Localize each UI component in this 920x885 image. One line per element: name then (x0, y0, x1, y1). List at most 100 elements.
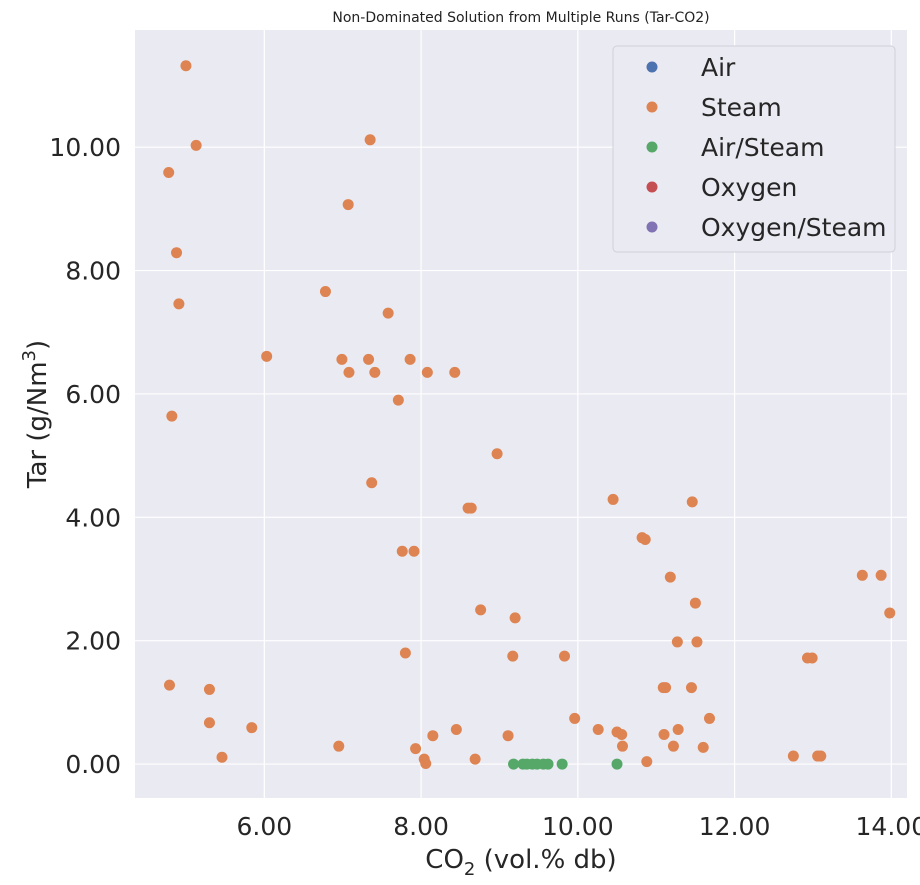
data-point-air-steam (556, 758, 568, 770)
data-point-steam (364, 134, 376, 146)
y-tick-label: 10.00 (49, 133, 121, 162)
data-point-steam (607, 493, 619, 505)
x-tick-label: 10.00 (542, 812, 614, 841)
data-point-steam (166, 410, 178, 422)
legend-marker-oxygen (646, 181, 658, 193)
data-point-steam (641, 756, 653, 768)
data-point-steam (333, 740, 345, 752)
x-tick-label: 6.00 (236, 812, 292, 841)
data-point-steam (180, 60, 192, 72)
legend-marker-steam (646, 101, 658, 113)
data-point-steam (592, 724, 604, 736)
data-point-steam (806, 652, 818, 664)
data-point-steam (216, 751, 228, 763)
data-point-steam (171, 247, 183, 259)
legend-marker-air (646, 61, 658, 73)
data-point-steam (382, 307, 394, 319)
x-tick-label: 14.00 (856, 812, 920, 841)
data-point-steam (366, 477, 378, 489)
data-point-steam (875, 569, 887, 581)
data-point-steam (163, 679, 175, 691)
data-point-air-steam (611, 758, 623, 770)
data-point-steam (261, 350, 273, 362)
data-point-steam (404, 353, 416, 365)
data-point-steam (672, 724, 684, 736)
y-axis-label-superscript: 3 (19, 350, 40, 361)
data-point-steam (671, 636, 683, 648)
data-point-steam (507, 650, 519, 662)
data-point-steam (427, 730, 439, 742)
data-point-steam (246, 722, 258, 734)
data-point-steam (475, 604, 487, 616)
data-point-steam (420, 757, 432, 769)
data-point-steam (787, 750, 799, 762)
data-point-air-steam (542, 758, 554, 770)
data-points (163, 60, 896, 770)
y-axis-label: Tar (g/Nm3) (19, 340, 53, 489)
data-point-steam (336, 353, 348, 365)
legend-label-oxygen: Oxygen (701, 173, 797, 202)
data-point-steam (203, 683, 215, 695)
data-point-steam (343, 366, 355, 378)
data-point-steam (363, 353, 375, 365)
data-point-steam (408, 545, 420, 557)
chart-title: Non-Dominated Solution from Multiple Run… (332, 10, 709, 26)
y-axis-label-prefix: Tar (g/Nm (23, 361, 53, 489)
data-point-steam (421, 366, 433, 378)
data-point-steam (884, 607, 896, 619)
data-point-steam (697, 741, 709, 753)
data-point-steam (392, 394, 404, 406)
data-point-steam (685, 682, 697, 694)
data-point-steam (703, 712, 715, 724)
legend-label-oxygen-steam: Oxygen/Steam (701, 213, 887, 242)
data-point-steam (396, 545, 408, 557)
data-point-steam (190, 139, 202, 151)
legend-label-air-steam: Air/Steam (701, 133, 824, 162)
data-point-steam (502, 730, 514, 742)
data-point-steam (410, 743, 422, 755)
data-point-steam (173, 298, 185, 310)
data-point-steam (686, 496, 698, 508)
y-axis-label-suffix: ) (23, 340, 53, 350)
data-point-steam (667, 740, 679, 752)
data-point-steam (856, 569, 868, 581)
legend-marker-air-steam (646, 141, 658, 153)
data-point-steam (569, 712, 581, 724)
data-point-steam (491, 448, 503, 460)
data-point-steam (639, 534, 651, 546)
legend-box (612, 45, 896, 253)
data-point-steam (664, 571, 676, 583)
x-axis-label-subscript: 2 (464, 859, 475, 880)
data-point-steam (558, 650, 570, 662)
x-tick-label: 8.00 (393, 812, 449, 841)
legend-label-air: Air (701, 53, 736, 82)
data-point-steam (616, 728, 628, 740)
x-tick-label: 12.00 (699, 812, 771, 841)
data-point-steam (658, 728, 670, 740)
y-tick-label: 4.00 (65, 503, 121, 532)
legend-label-steam: Steam (701, 93, 782, 122)
y-tick-label: 6.00 (65, 380, 121, 409)
x-axis-label: CO2 (vol.% db) (425, 845, 616, 880)
data-point-steam (616, 740, 628, 752)
data-point-steam (319, 286, 331, 298)
x-axis-label-suffix: (vol.% db) (475, 845, 616, 875)
data-point-steam (449, 366, 461, 378)
y-tick-label: 0.00 (65, 750, 121, 779)
data-point-steam (509, 612, 521, 624)
y-tick-label: 2.00 (65, 627, 121, 656)
legend-marker-oxygen-steam (646, 221, 658, 233)
data-point-steam (399, 647, 411, 659)
tick-labels: 6.00 8.00 10.00 12.00 14.00 0.00 2.00 4.00 6.00 8… (49, 133, 920, 841)
data-point-steam (660, 682, 672, 694)
data-point-steam (465, 502, 477, 514)
data-point-steam (815, 750, 827, 762)
legend: Air Steam Air/Steam Oxygen Oxygen/Steam (612, 45, 896, 253)
data-point-steam (342, 199, 354, 211)
data-point-steam (163, 166, 175, 178)
data-point-steam (369, 366, 381, 378)
data-point-steam (689, 597, 701, 609)
x-axis-label-prefix: CO (425, 845, 464, 875)
